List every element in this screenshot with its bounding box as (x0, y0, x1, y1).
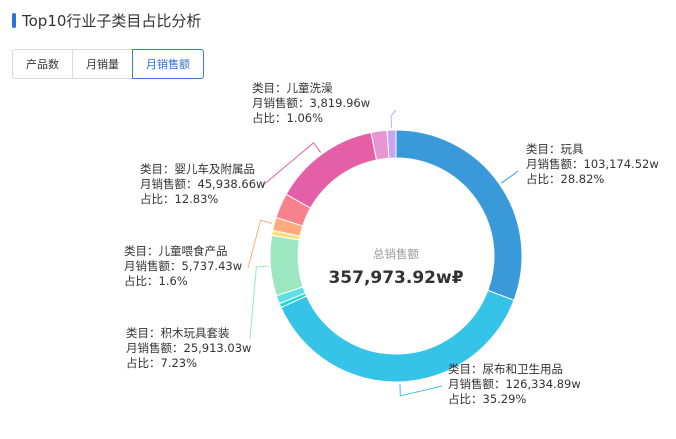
donut-slice-8[interactable] (285, 131, 378, 209)
callout-category-10: 类目：儿童洗澡 (252, 81, 333, 95)
center-label: 总销售额 (373, 247, 419, 261)
callout-category-1: 类目：尿布和卫生用品 (448, 362, 563, 376)
tab-monthly-volume[interactable]: 月销量 (72, 49, 132, 79)
metric-tabs: 产品数 月销量 月销售额 (12, 49, 204, 79)
callout-line-0 (500, 170, 519, 184)
callout-category-6: 类目：儿童喂食产品 (124, 244, 228, 258)
callout-sales-4: 月销售额：25,913.03w (126, 341, 251, 355)
donut-slice-4[interactable] (269, 234, 304, 297)
title-accent-bar (12, 12, 16, 28)
callout-category-8: 类目：婴儿车及附属品 (140, 162, 255, 176)
callout-sales-1: 月销售额：126,334.89w (448, 377, 581, 391)
callout-category-4: 类目：积木玩具套装 (126, 326, 230, 340)
callout-share-0: 占比：28.82% (526, 172, 604, 186)
tab-product-count[interactable]: 产品数 (12, 49, 72, 79)
tab-monthly-sales[interactable]: 月销售额 (132, 49, 204, 79)
page-title: Top10行业子类目占比分析 (22, 11, 202, 30)
callout-share-1: 占比：35.29% (448, 392, 526, 406)
callout-sales-8: 月销售额：45,938.66w (140, 177, 265, 191)
callout-share-10: 占比：1.06% (252, 111, 323, 125)
donut-slices (269, 129, 523, 383)
callout-sales-10: 月销售额：3,819.96w (252, 96, 370, 110)
callout-sales-6: 月销售额：5,737.43w (124, 259, 242, 273)
callout-line-1 (399, 383, 443, 397)
callout-line-8 (261, 142, 322, 187)
callout-share-6: 占比：1.6% (124, 274, 188, 288)
callout-share-4: 占比：7.23% (126, 356, 197, 370)
callout-line-4 (249, 265, 269, 340)
callout-sales-0: 月销售额：103,174.52w (526, 157, 659, 171)
chart-title-bar: Top10行业子类目占比分析 (12, 10, 201, 30)
callout-share-8: 占比：12.83% (140, 192, 218, 206)
callout-category-0: 类目：玩具 (526, 142, 584, 156)
callout-line-6 (247, 219, 273, 269)
center-value: 357,973.92w₽ (328, 268, 463, 288)
callout-line-10 (390, 109, 397, 129)
donut-slice-10[interactable] (386, 129, 397, 159)
